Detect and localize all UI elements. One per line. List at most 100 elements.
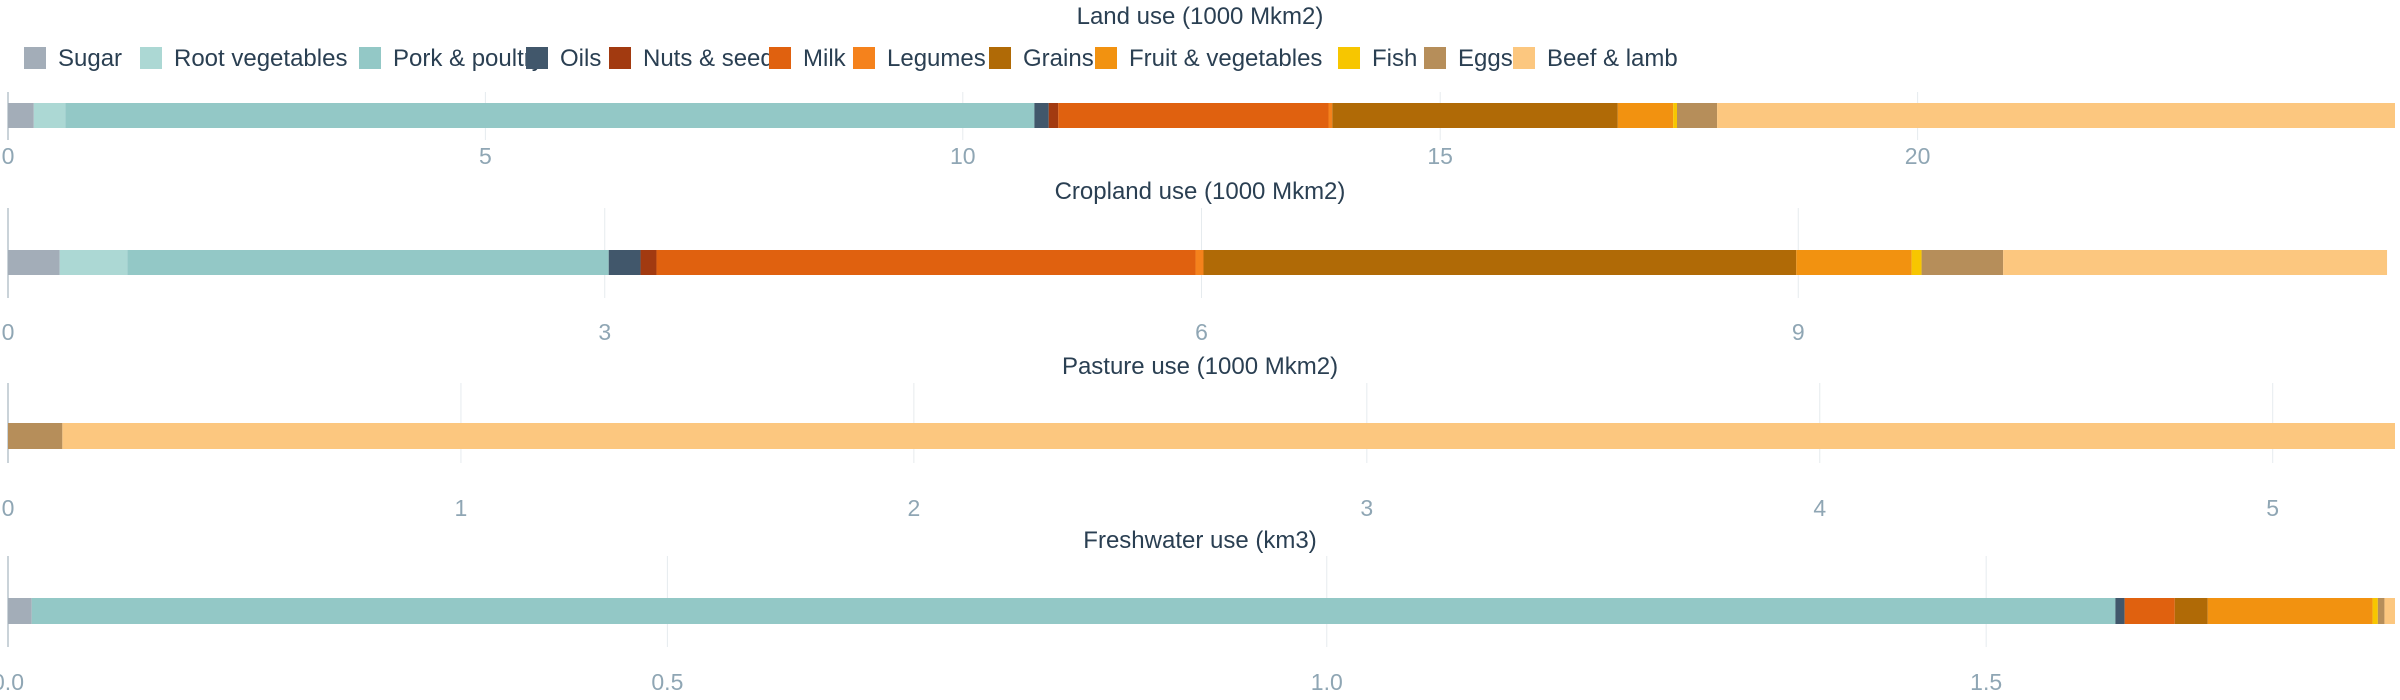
x-tick-label: 9 <box>1792 319 1805 345</box>
bar-segment-pork-and-poultry[interactable] <box>65 103 1035 128</box>
legend-label-pork-and-poultry: Pork & poultry <box>393 45 544 72</box>
bar-segment-eggs[interactable] <box>2377 598 2385 624</box>
bar-segment-fish[interactable] <box>2372 598 2378 624</box>
legend-label-nuts-and-seeds: Nuts & seeds <box>643 45 786 72</box>
bar-segment-sugar[interactable] <box>8 598 32 624</box>
legend-item-root-vegetables[interactable]: Root vegetables <box>140 45 347 72</box>
bar-segment-grains[interactable] <box>2174 598 2208 624</box>
chart-title: Cropland use (1000 Mkm2) <box>1055 178 1346 205</box>
x-tick-label: 0 <box>2 143 15 169</box>
legend-item-sugar[interactable]: Sugar <box>24 45 122 72</box>
x-tick-label: 0.5 <box>651 669 683 695</box>
legend-swatch-root-vegetables <box>140 47 162 69</box>
legend-item-legumes[interactable]: Legumes <box>853 45 986 72</box>
legend-item-pork-and-poultry[interactable]: Pork & poultry <box>359 45 544 72</box>
legend-swatch-oils <box>526 47 548 69</box>
chart-title: Land use (1000 Mkm2) <box>1077 3 1324 30</box>
legend-swatch-sugar <box>24 47 46 69</box>
chart-panel-3: Pasture use (1000 Mkm2) 0 1 2 3 4 5 <box>2 353 2395 521</box>
bar-segment-grains[interactable] <box>1203 250 1797 275</box>
legend-swatch-fish <box>1338 47 1360 69</box>
legend-label-fish: Fish <box>1372 45 1417 72</box>
legend-label-sugar: Sugar <box>58 45 122 72</box>
legend-label-milk: Milk <box>803 45 847 72</box>
x-tick-label: 15 <box>1427 143 1453 169</box>
chart-panel-1: Land use (1000 Mkm2) 0 5 10 15 20 <box>2 3 2395 169</box>
x-tick-label: 4 <box>1813 495 1826 521</box>
bar-segment-grains[interactable] <box>1332 103 1618 128</box>
legend: Sugar Root vegetables Pork & poultry Oils Nu… <box>24 45 1678 72</box>
chart-panel-2: Cropland use (1000 Mkm2) 0 3 6 9 <box>2 178 2388 345</box>
legend-item-oils[interactable]: Oils <box>526 45 601 72</box>
bar-segment-fruit-and-vegetables[interactable] <box>1796 250 1912 275</box>
bar-segment-fish[interactable] <box>1673 103 1677 128</box>
bar-segment-nuts-and-seeds[interactable] <box>1048 103 1059 128</box>
x-tick-label: 10 <box>950 143 976 169</box>
legend-swatch-milk <box>769 47 791 69</box>
chart-panel-4: Freshwater use (km3) 0.0 0.5 1.0 1.5 <box>0 527 2395 695</box>
x-tick-label: 5 <box>479 143 492 169</box>
bar-segment-nuts-and-seeds[interactable] <box>640 250 657 275</box>
x-tick-label: 0.0 <box>0 669 24 695</box>
legend-label-eggs: Eggs <box>1458 45 1513 72</box>
bar-segment-beef-and-lamb[interactable] <box>62 423 2395 449</box>
bar-segment-milk[interactable] <box>2124 598 2175 624</box>
bar-segment-fruit-and-vegetables[interactable] <box>1617 103 1674 128</box>
x-tick-label: 5 <box>2266 495 2279 521</box>
bar-segment-beef-and-lamb[interactable] <box>2384 598 2395 624</box>
legend-item-fruit-and-vegetables[interactable]: Fruit & vegetables <box>1095 45 1322 72</box>
bar-segment-milk[interactable] <box>1058 103 1329 128</box>
chart-title: Pasture use (1000 Mkm2) <box>1062 353 1338 380</box>
bar-segment-oils[interactable] <box>608 250 641 275</box>
legend-swatch-grains <box>989 47 1011 69</box>
legend-label-oils: Oils <box>560 45 601 72</box>
bar-segment-oils[interactable] <box>2115 598 2125 624</box>
bar-segment-sugar[interactable] <box>8 250 60 275</box>
bar-segment-fruit-and-vegetables[interactable] <box>2207 598 2373 624</box>
bar-segment-eggs[interactable] <box>1676 103 1718 128</box>
chart-title: Freshwater use (km3) <box>1083 527 1316 554</box>
legend-swatch-nuts-and-seeds <box>609 47 631 69</box>
x-tick-label: 3 <box>1360 495 1373 521</box>
bar-segment-pork-and-poultry[interactable] <box>31 598 2116 624</box>
legend-item-beef-and-lamb[interactable]: Beef & lamb <box>1513 45 1678 72</box>
legend-label-legumes: Legumes <box>887 45 986 72</box>
bar-segment-eggs[interactable] <box>8 423 63 449</box>
x-tick-label: 0 <box>2 319 15 345</box>
bar-segment-milk[interactable] <box>656 250 1196 275</box>
x-tick-label: 0 <box>2 495 15 521</box>
bar-segment-fish[interactable] <box>1911 250 1922 275</box>
bar-segment-legumes[interactable] <box>1328 103 1333 128</box>
legend-item-milk[interactable]: Milk <box>769 45 847 72</box>
bar-segment-eggs[interactable] <box>1921 250 2004 275</box>
legend-item-nuts-and-seeds[interactable]: Nuts & seeds <box>609 45 786 72</box>
legend-swatch-pork-and-poultry <box>359 47 381 69</box>
bar-segment-beef-and-lamb[interactable] <box>2003 250 2388 275</box>
legend-label-fruit-and-vegetables: Fruit & vegetables <box>1129 45 1322 72</box>
bar-segment-legumes[interactable] <box>1195 250 1204 275</box>
legend-item-grains[interactable]: Grains <box>989 45 1094 72</box>
bar-segment-root-vegetables[interactable] <box>59 250 128 275</box>
x-tick-label: 1 <box>455 495 468 521</box>
bar-segment-root-vegetables[interactable] <box>33 103 66 128</box>
legend-label-beef-and-lamb: Beef & lamb <box>1547 45 1678 72</box>
legend-label-grains: Grains <box>1023 45 1094 72</box>
x-tick-label: 1.5 <box>1970 669 2002 695</box>
legend-item-eggs[interactable]: Eggs <box>1424 45 1513 72</box>
legend-swatch-eggs <box>1424 47 1446 69</box>
legend-item-fish[interactable]: Fish <box>1338 45 1417 72</box>
bar-segment-pork-and-poultry[interactable] <box>127 250 609 275</box>
x-tick-label: 2 <box>907 495 920 521</box>
bar-segment-oils[interactable] <box>1034 103 1049 128</box>
legend-label-root-vegetables: Root vegetables <box>174 45 347 72</box>
x-tick-label: 1.0 <box>1311 669 1343 695</box>
legend-swatch-fruit-and-vegetables <box>1095 47 1117 69</box>
bar-segment-beef-and-lamb[interactable] <box>1717 103 2395 128</box>
x-tick-label: 6 <box>1195 319 1208 345</box>
x-tick-label: 3 <box>598 319 611 345</box>
legend-swatch-legumes <box>853 47 875 69</box>
bar-segment-sugar[interactable] <box>8 103 34 128</box>
legend-swatch-beef-and-lamb <box>1513 47 1535 69</box>
x-tick-label: 20 <box>1905 143 1931 169</box>
